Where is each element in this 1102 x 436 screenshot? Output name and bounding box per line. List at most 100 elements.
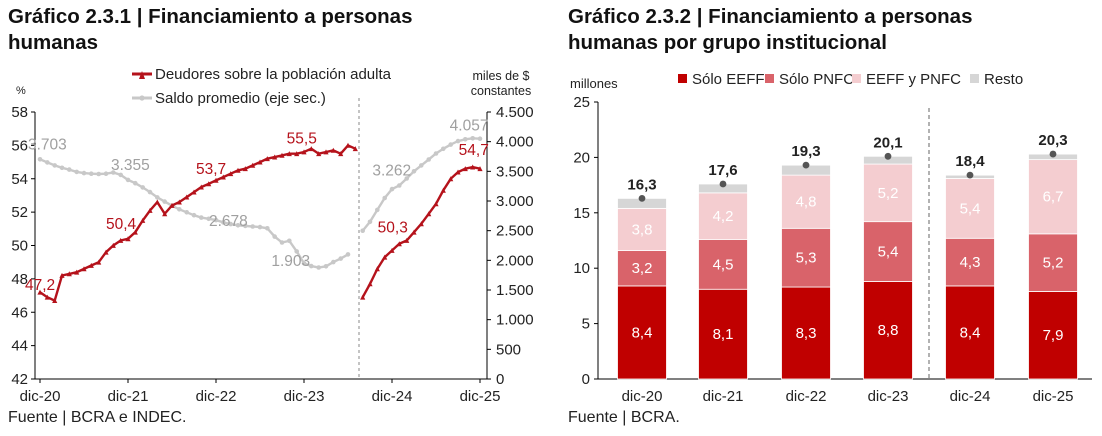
- deudores-point: [279, 152, 285, 158]
- legend-label-3: Resto: [984, 71, 1023, 88]
- deudores-point: [470, 164, 476, 170]
- right-y-tick-label: 1.500: [496, 282, 534, 299]
- saldo-point: [265, 226, 270, 231]
- saldo-point: [257, 224, 263, 230]
- saldo-point: [118, 172, 123, 178]
- y-tick-label: 20: [573, 149, 590, 166]
- saldo-point: [67, 167, 72, 172]
- deudores-point: [433, 201, 439, 207]
- deudores-point: [389, 247, 395, 253]
- right-chart-panel: Gráfico 2.3.2 | Financiamiento a persona…: [560, 0, 1102, 436]
- deudores-point: [477, 166, 483, 172]
- bar-segment-label: 5,4: [960, 200, 981, 217]
- bar-segment-label: 5,3: [796, 250, 817, 267]
- x-tick-label: dic-25: [460, 388, 501, 405]
- saldo-data-label: 4.057: [450, 117, 489, 134]
- bar-segment-label: 8,3: [796, 325, 817, 342]
- deudores-data-label: 50,4: [106, 216, 137, 233]
- saldo-point: [162, 199, 167, 204]
- deudores-data-label: 54,7: [459, 142, 489, 159]
- deudores-point: [338, 151, 344, 157]
- deudores-point: [37, 289, 43, 295]
- total-marker: [884, 152, 892, 160]
- saldo-point: [191, 212, 197, 218]
- deudores-point: [396, 241, 402, 247]
- left-y-unit-label: %: [16, 85, 26, 97]
- deudores-point: [88, 262, 94, 268]
- deudores-point: [250, 162, 256, 168]
- y-tick-label: 5: [582, 316, 590, 333]
- x-tick-label: dic-22: [786, 388, 827, 405]
- left-y-tick-label: 56: [11, 137, 28, 154]
- deudores-point: [59, 272, 65, 278]
- deudores-point: [154, 199, 160, 205]
- saldo-point: [59, 165, 65, 171]
- deudores-point: [66, 271, 72, 277]
- saldo-point: [463, 137, 468, 142]
- saldo-point: [455, 138, 461, 144]
- bar-segment: [698, 192, 748, 240]
- saldo-point: [404, 176, 410, 181]
- deudores-point: [374, 266, 380, 272]
- bar-segment-label: 6,7: [1043, 189, 1064, 206]
- saldo-point: [309, 263, 314, 269]
- bar-segment: [1028, 233, 1078, 292]
- deudores-point: [44, 294, 50, 300]
- total-label: 16,3: [627, 176, 656, 193]
- saldo-point: [470, 136, 476, 141]
- left-y-tick-label: 48: [11, 271, 28, 288]
- total-marker: [719, 180, 727, 188]
- saldo-point: [96, 171, 101, 177]
- bar-segment-label: 5,2: [1043, 255, 1064, 272]
- saldo-data-label: 1.903: [271, 253, 310, 270]
- saldo-point: [250, 224, 255, 229]
- left-chart-panel: Gráfico 2.3.1 | Financiamiento a persona…: [0, 0, 545, 436]
- bar-segment: [863, 281, 913, 380]
- saldo-point: [316, 265, 322, 270]
- deudores-point: [235, 167, 241, 173]
- y-tick-label: 25: [573, 94, 590, 111]
- deudores-point: [418, 221, 424, 227]
- deudores-point: [147, 207, 153, 213]
- bar-segment: [617, 285, 667, 380]
- x-tick-label: dic-24: [950, 388, 991, 405]
- deudores-data-label: 47,2: [25, 277, 55, 294]
- saldo-point: [477, 136, 483, 141]
- saldo-point: [147, 189, 153, 195]
- bar-segment-label: 8,4: [960, 324, 981, 341]
- left-line-chart: 42 44 46 48 50 52 54 56 58 0 500 1.000 1.500 2.000 2.5…: [11, 66, 534, 405]
- saldo-point: [133, 180, 138, 186]
- right-y-tick-label: 4.500: [496, 104, 534, 121]
- x-tick-label: dic-25: [1033, 388, 1074, 405]
- deudores-point: [330, 147, 336, 153]
- saldo-point: [360, 228, 366, 233]
- saldo-point: [103, 171, 109, 176]
- right-y-unit-label-line1: miles de $: [473, 69, 530, 83]
- saldo-data-label: 3.262: [372, 162, 411, 179]
- right-chart-title-line1: Gráfico 2.3.2 | Financiamiento a persona…: [568, 5, 973, 28]
- saldo-point: [294, 249, 300, 254]
- right-y-tick-label: 2.500: [496, 223, 534, 240]
- deudores-point: [242, 166, 248, 172]
- saldo-point: [441, 146, 446, 152]
- deudores-point: [264, 156, 270, 162]
- deudores-point: [404, 237, 410, 243]
- deudores-point: [118, 237, 124, 243]
- deudores-point: [220, 174, 226, 180]
- deudores-point: [176, 199, 182, 205]
- deudores-point: [96, 259, 102, 265]
- y-tick-label: 10: [573, 260, 590, 277]
- saldo-point: [367, 219, 373, 225]
- saldo-point: [140, 185, 145, 190]
- right-y-tick-label: 500: [496, 341, 521, 358]
- saldo-data-label: 3.703: [28, 136, 67, 153]
- bar-segment-label: 5,4: [878, 244, 899, 261]
- deudores-point: [345, 142, 351, 148]
- saldo-point: [228, 221, 233, 227]
- saldo-point: [433, 151, 439, 156]
- bar-segment-label: 3,2: [632, 260, 653, 277]
- bar-segment: [1028, 159, 1078, 235]
- y-unit-label: millones: [570, 76, 618, 91]
- left-y-tick-label: 42: [11, 371, 28, 388]
- right-chart-title-line2: humanas por grupo institucional: [568, 31, 887, 54]
